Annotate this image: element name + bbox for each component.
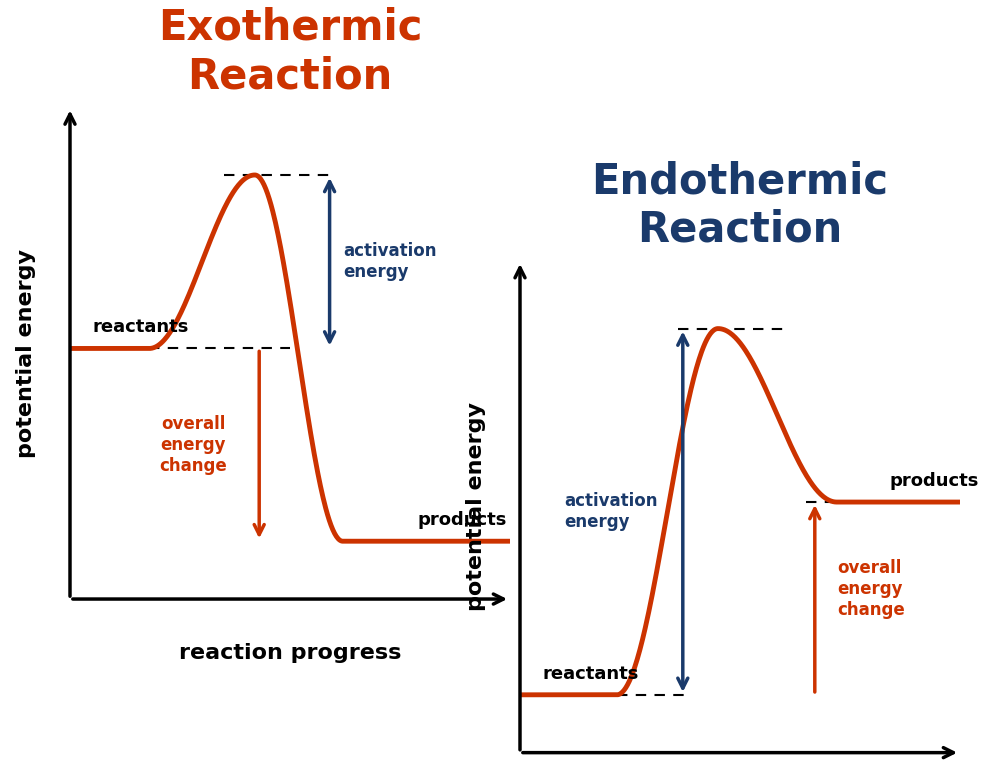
Text: activation
energy: activation energy bbox=[564, 492, 658, 531]
Text: products: products bbox=[890, 472, 979, 490]
Title: Endothermic
Reaction: Endothermic Reaction bbox=[592, 160, 889, 250]
Text: potential energy: potential energy bbox=[466, 402, 486, 611]
Text: activation
energy: activation energy bbox=[343, 243, 436, 281]
Text: overall
energy
change: overall energy change bbox=[159, 415, 227, 475]
Text: reactants: reactants bbox=[542, 665, 638, 683]
Text: reaction progress: reaction progress bbox=[179, 644, 401, 664]
Title: Exothermic
Reaction: Exothermic Reaction bbox=[158, 6, 422, 97]
Text: overall
energy
change: overall energy change bbox=[837, 559, 905, 618]
Text: reactants: reactants bbox=[92, 319, 188, 336]
Text: products: products bbox=[418, 511, 507, 529]
Text: potential energy: potential energy bbox=[16, 249, 36, 458]
